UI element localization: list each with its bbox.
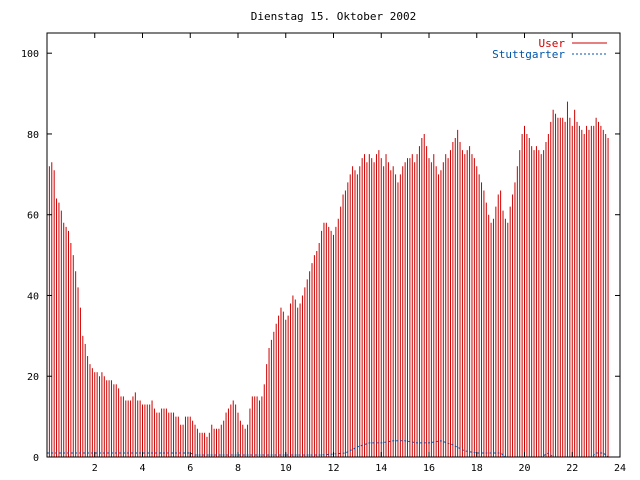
x-tick-label: 22: [566, 463, 578, 474]
y-tick-label: 40: [27, 291, 39, 302]
y-tick-label: 60: [27, 211, 39, 222]
stuttgarter-line-layer: [47, 440, 620, 458]
y-tick-label: 80: [27, 130, 39, 141]
legend-label-stuttgarter: Stuttgarter: [492, 48, 565, 61]
x-tick-label: 4: [139, 463, 145, 474]
x-tick-label: 2: [92, 463, 98, 474]
y-tick-label: 20: [27, 372, 39, 383]
x-tick-label: 16: [423, 463, 435, 474]
x-tick-label: 20: [518, 463, 530, 474]
x-tick-label: 24: [614, 463, 626, 474]
x-tick-label: 18: [471, 463, 483, 474]
x-tick-label: 8: [235, 463, 241, 474]
x-tick-label: 10: [280, 463, 292, 474]
y-tick-label: 100: [21, 49, 39, 60]
legend-label-user: User: [539, 37, 566, 50]
chart-title: Dienstag 15. Oktober 2002: [251, 10, 417, 23]
user-bars: [46, 101, 609, 457]
x-tick-label: 6: [187, 463, 193, 474]
x-tick-label: 14: [375, 463, 387, 474]
x-tick-label: 12: [327, 463, 339, 474]
y-tick-label: 0: [33, 453, 39, 464]
stuttgarter-line: [47, 440, 620, 458]
